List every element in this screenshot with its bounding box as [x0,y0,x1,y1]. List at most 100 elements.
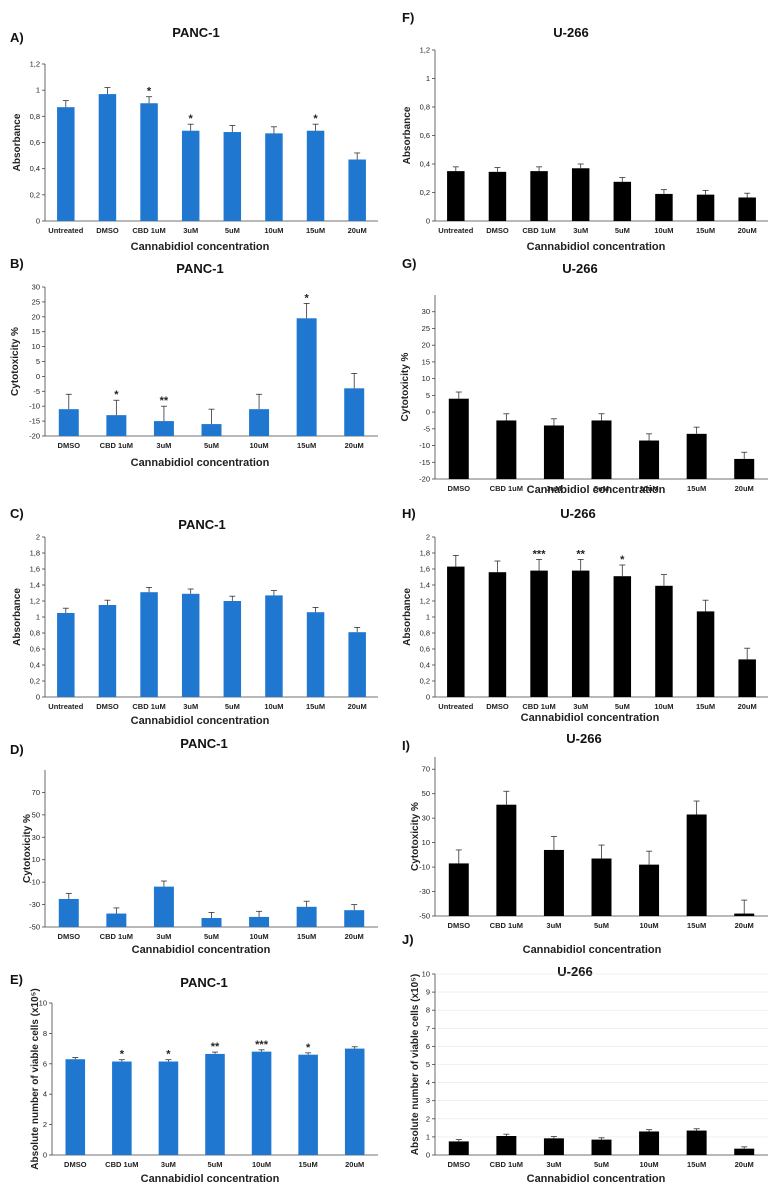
y-tick-label: 0 [426,693,430,702]
y-tick-label: -20 [29,432,40,441]
category-label: Untreated [438,702,473,711]
bar [734,458,755,479]
bar [344,388,365,436]
y-tick-label: 1 [426,613,430,622]
y-tick-label: 0 [36,217,40,226]
bar [106,415,127,436]
category-label: DMSO [58,441,81,450]
chart-title: U-266 [566,731,601,746]
y-axis-label: Absorbance [12,113,23,171]
y-tick-label: 4 [426,1078,430,1087]
y-tick-label: 2 [36,533,40,542]
bar [696,611,715,697]
category-label: 20uM [735,921,754,930]
category-label: 20uM [738,226,757,235]
significance-mark: ** [576,548,585,560]
category-label: DMSO [486,702,509,711]
y-tick-label: 5 [426,391,430,400]
y-tick-label: 10 [39,999,47,1008]
category-label: DMSO [96,226,119,235]
y-tick-label: 1 [36,613,40,622]
y-tick-label: 0 [36,693,40,702]
x-axis-label: Cannabidiol concentration [131,241,270,253]
y-tick-label: 2 [43,1120,47,1129]
category-label: 20uM [345,1160,364,1169]
y-tick-label: 0,6 [420,131,430,140]
bar [571,168,590,221]
y-tick-label: 0,2 [30,190,40,199]
y-tick-label: -15 [419,458,430,467]
category-label: 10uM [639,484,658,493]
category-label: 10uM [654,226,673,235]
chart-title: PANC-1 [178,517,225,532]
y-axis-label: Absorbance [12,588,23,646]
y-tick-label: 7 [426,1024,430,1033]
category-label: CBD 1uM [132,702,165,711]
bar [686,814,707,916]
bar [543,425,564,479]
y-tick-label: 0,4 [420,661,430,670]
y-tick-label: 2 [426,1114,430,1123]
category-label: CBD 1uM [522,702,555,711]
bar [58,898,79,927]
significance-mark: * [313,113,318,125]
y-tick-label: -10 [29,402,40,411]
panel-c: C) PANC-1 0 0,2 0,4 0,6 0,8 1 1,2 1,4 1,6 1,8 2 Untre… [10,506,378,727]
bar [655,193,673,221]
y-tick-label: -15 [29,417,40,426]
y-tick-label: 20 [422,341,430,350]
y-tick-label: 0,8 [420,629,430,638]
category-label: 3uM [183,226,198,235]
y-tick-label: 70 [32,788,40,797]
category-label: 5uM [225,702,240,711]
category-label: 15uM [299,1160,318,1169]
panel-g: G) U-266 -20 -15 -10 -5 0 5 10 15 20 25 30 DMSO CBD 1u… [400,256,768,496]
category-label: CBD 1uM [105,1160,138,1169]
x-axis-label: Cannabidiol concentration [131,715,270,727]
bar [348,159,366,221]
bar [591,858,612,916]
bar [265,133,283,221]
y-tick-label: 0,8 [420,103,430,112]
bar [496,420,517,479]
y-tick-label: 1,2 [420,46,430,55]
category-label: 5uM [204,441,219,450]
category-label: 15uM [297,932,316,941]
category-label: 20uM [735,1160,754,1169]
category-label: 15uM [687,1160,706,1169]
x-axis-label: Cannabidiol concentration [132,944,271,956]
bar [181,130,200,221]
y-tick-label: -20 [419,475,430,484]
y-tick-label: 4 [43,1090,47,1099]
bar [98,605,117,697]
bar [496,804,517,916]
y-tick-label: 8 [43,1029,47,1038]
y-tick-label: 0 [426,217,430,226]
category-label: 10uM [249,932,268,941]
category-label: DMSO [486,226,509,235]
bar [448,1141,469,1155]
y-tick-label: -50 [419,912,430,921]
category-label: 15uM [306,702,325,711]
bar [106,913,127,927]
category-label: 10uM [639,921,658,930]
bar [591,420,612,479]
y-tick-label: 30 [32,283,40,292]
panel-label: J) [402,932,414,947]
y-tick-label: 0,8 [30,629,40,638]
y-tick-label: 50 [422,789,430,798]
significance-mark: * [120,1049,125,1061]
y-tick-label: 0,4 [30,164,40,173]
y-tick-label: -10 [419,441,430,450]
y-axis-label: Absorbance [402,588,413,646]
y-tick-label: -50 [29,923,40,932]
y-tick-label: 0,8 [30,112,40,121]
y-tick-label: 20 [32,312,40,321]
panel-b: B) PANC-1 -20 -15 -10 -5 0 5 10 15 20 25 30 DMSO * CBD … [10,256,378,469]
chart-title: U-266 [553,25,588,40]
category-label: 5uM [615,226,630,235]
bar [543,1138,564,1155]
bar [98,94,117,221]
category-label: CBD 1uM [490,484,523,493]
panel-label: A) [10,30,24,45]
